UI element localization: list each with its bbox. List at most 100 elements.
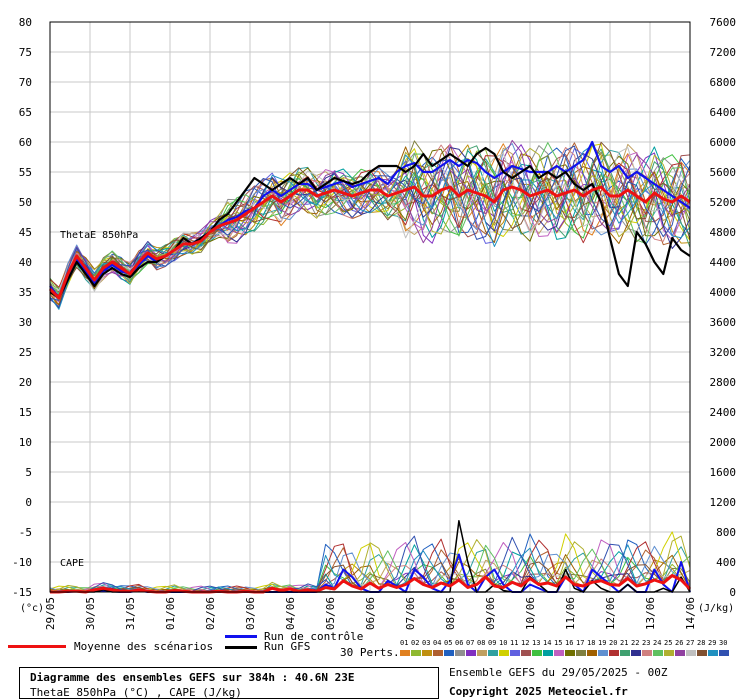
cape-label: CAPE <box>60 558 84 569</box>
pert-swatch <box>664 650 674 656</box>
legend-gfs-line <box>225 646 257 649</box>
left-tick-label: 80 <box>19 16 32 29</box>
x-tick-label: 05/06 <box>324 597 337 630</box>
x-tick-label: 31/05 <box>124 597 137 630</box>
gfs-theta-line <box>49 146 691 300</box>
pert-swatch <box>400 650 410 656</box>
x-tick-label: 14/06 <box>684 597 697 630</box>
x-tick-label: 30/05 <box>84 597 97 630</box>
pert-number: 10 <box>499 639 508 647</box>
pert-swatch <box>510 650 520 656</box>
grid <box>49 21 691 593</box>
legend-perts-label: 30 Perts. <box>340 646 400 659</box>
left-tick-label: 15 <box>19 406 32 419</box>
member-24-theta <box>49 142 691 294</box>
pert-number: 06 <box>455 639 464 647</box>
pert-number: 30 <box>719 639 728 647</box>
right-tick-label: 6400 <box>710 106 737 119</box>
right-tick-label: 3200 <box>710 346 737 359</box>
legend-control-label: Run de contrôle <box>264 630 364 643</box>
left-tick-label: 70 <box>19 76 32 89</box>
pert-number: 01 <box>400 639 409 647</box>
legend-gfs-label: Run GFS <box>264 640 311 653</box>
pert-swatch <box>444 650 454 656</box>
pert-swatch <box>554 650 564 656</box>
x-tick-label: 07/06 <box>404 597 417 630</box>
left-unit-label: (°c) <box>20 603 44 614</box>
right-tick-label: 4000 <box>710 286 737 299</box>
pert-number: 14 <box>543 639 552 647</box>
pert-swatch <box>532 650 542 656</box>
right-tick-label: 7600 <box>710 16 737 29</box>
right-tick-label: 1600 <box>710 466 737 479</box>
pert-swatch <box>565 650 575 656</box>
plot-frame <box>49 21 691 593</box>
member-29-theta <box>49 144 691 310</box>
legend-mean-label: Moyenne des scénarios <box>74 640 214 653</box>
right-tick-label: 6800 <box>710 76 737 89</box>
pert-number: 19 <box>598 639 607 647</box>
pert-number: 04 <box>433 639 442 647</box>
right-tick-label: 6000 <box>710 136 737 149</box>
pert-swatch <box>697 650 707 656</box>
right-tick-label: 4400 <box>710 256 737 269</box>
pert-swatch <box>477 650 487 656</box>
pert-number: 23 <box>642 639 651 647</box>
pert-number: 18 <box>587 639 596 647</box>
x-tick-label: 09/06 <box>484 597 497 630</box>
left-tick-label: 20 <box>19 376 32 389</box>
copyright: Copyright 2025 Meteociel.fr <box>449 685 628 698</box>
x-tick-label: 11/06 <box>564 597 577 630</box>
left-tick-label: -15 <box>12 586 32 599</box>
pert-number: 17 <box>576 639 585 647</box>
x-tick-label: 29/05 <box>44 597 57 630</box>
pert-number: 02 <box>411 639 420 647</box>
right-tick-label: 5600 <box>710 166 737 179</box>
pert-swatch <box>466 650 476 656</box>
legend-mean-line <box>8 645 66 648</box>
pert-number: 26 <box>675 639 684 647</box>
pert-number: 28 <box>697 639 706 647</box>
pert-swatch <box>576 650 586 656</box>
left-tick-label: 5 <box>25 466 32 479</box>
right-tick-label: 2000 <box>710 436 737 449</box>
pert-swatch <box>642 650 652 656</box>
run-info: Ensemble GEFS du 29/05/2025 - 00Z <box>449 666 668 679</box>
right-tick-label: 3600 <box>710 316 737 329</box>
right-tick-label: 400 <box>716 556 736 569</box>
left-tick-label: 55 <box>19 166 32 179</box>
right-tick-label: 2400 <box>710 406 737 419</box>
left-tick-label: 30 <box>19 316 32 329</box>
left-tick-label: 25 <box>19 346 32 359</box>
pert-swatch <box>433 650 443 656</box>
member-28-theta <box>49 141 691 299</box>
pert-number: 09 <box>488 639 497 647</box>
left-tick-label: 35 <box>19 286 32 299</box>
right-tick-label: 1200 <box>710 496 737 509</box>
pert-swatch <box>686 650 696 656</box>
pert-swatch <box>675 650 685 656</box>
pert-swatch <box>521 650 531 656</box>
left-tick-label: -5 <box>19 526 32 539</box>
pert-swatch <box>609 650 619 656</box>
left-tick-label: 65 <box>19 106 32 119</box>
pert-number: 16 <box>565 639 574 647</box>
pert-number: 12 <box>521 639 530 647</box>
pert-swatch <box>708 650 718 656</box>
left-tick-label: 75 <box>19 46 32 59</box>
pert-number: 25 <box>664 639 673 647</box>
pert-number: 24 <box>653 639 662 647</box>
pert-swatch <box>499 650 509 656</box>
pert-swatch <box>543 650 553 656</box>
pert-number: 15 <box>554 639 563 647</box>
pert-swatch <box>411 650 421 656</box>
left-tick-label: 50 <box>19 196 32 209</box>
left-tick-label: -10 <box>12 556 32 569</box>
page-title: Diagramme des ensembles GEFS sur 384h : … <box>30 671 355 684</box>
x-tick-label: 06/06 <box>364 597 377 630</box>
pert-number: 22 <box>631 639 640 647</box>
pert-swatch <box>631 650 641 656</box>
title-box: Diagramme des ensembles GEFS sur 384h : … <box>19 667 439 699</box>
